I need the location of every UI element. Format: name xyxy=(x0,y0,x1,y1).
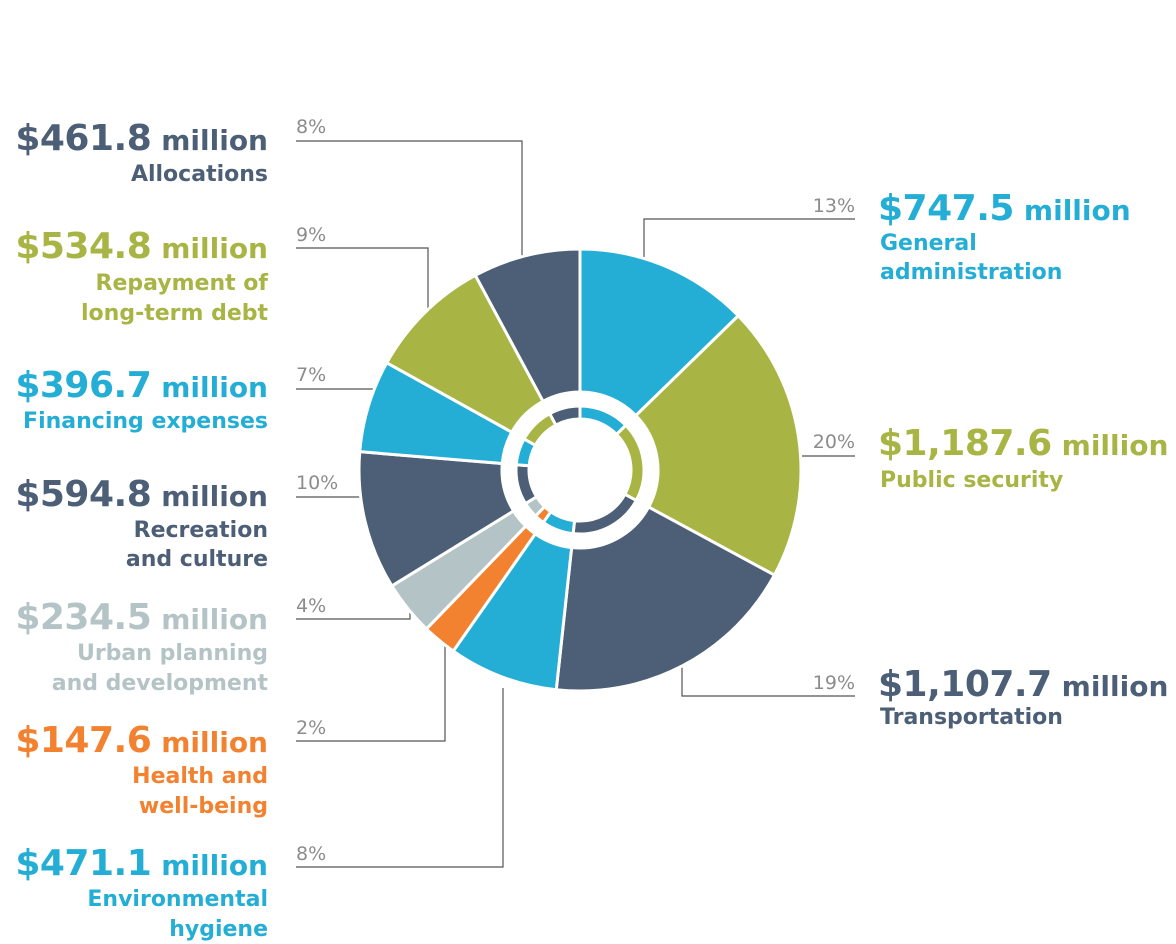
category-label-general-administration: General xyxy=(880,231,977,256)
amount-label-allocations: $461.8 million xyxy=(15,118,268,159)
category-label-environmental-hygiene: hygiene xyxy=(169,917,268,942)
amount-label-financing-expenses: $396.7 million xyxy=(15,365,268,406)
category-label-public-security: Public security xyxy=(880,468,1063,493)
category-label-transportation: Transportation xyxy=(880,705,1063,730)
amount-label-repayment-of-long-term-debt: $534.8 million xyxy=(15,226,268,267)
pct-label-health-and-well-being: 2% xyxy=(296,717,326,739)
pct-label-allocations: 8% xyxy=(296,116,326,138)
pct-label-general-administration: 13% xyxy=(813,195,855,217)
pct-label-transportation: 19% xyxy=(813,672,855,694)
slice-recreation-and-culture xyxy=(357,450,516,588)
slice-general-administration xyxy=(578,247,741,418)
amount-label-public-security: $1,187.6 million xyxy=(878,423,1168,464)
pct-label-environmental-hygiene: 8% xyxy=(296,843,326,865)
category-label-recreation-and-culture: and culture xyxy=(126,547,268,572)
category-label-health-and-well-being: Health and xyxy=(132,764,268,789)
amount-label-urban-planning-and-development: $234.5 million xyxy=(15,597,268,638)
leader-line-environmental-hygiene xyxy=(296,688,504,868)
amount-label-environmental-hygiene: $471.1 million xyxy=(15,843,268,884)
slice-allocations xyxy=(473,247,582,404)
amount-label-transportation: $1,107.7 million xyxy=(878,664,1168,705)
category-label-health-and-well-being: well-being xyxy=(139,794,268,819)
slice-transportation xyxy=(554,505,777,693)
leader-line-transportation xyxy=(681,655,855,697)
category-label-general-administration: administration xyxy=(880,260,1062,285)
amount-label-general-administration: $747.5 million xyxy=(878,188,1131,229)
category-label-repayment-of-long-term-debt: Repayment of xyxy=(96,271,269,296)
pct-label-urban-planning-and-development: 4% xyxy=(296,595,326,617)
donut-hole xyxy=(529,419,631,521)
category-label-recreation-and-culture: Recreation xyxy=(134,518,268,543)
leader-line-repayment-of-long-term-debt xyxy=(296,247,429,322)
donut-slices xyxy=(357,247,803,693)
leader-line-general-administration xyxy=(643,218,855,268)
slice-public-security xyxy=(633,313,803,578)
category-label-urban-planning-and-development: Urban planning xyxy=(77,641,268,666)
pct-label-public-security: 20% xyxy=(813,431,855,453)
leader-line-health-and-well-being xyxy=(296,640,446,742)
category-label-financing-expenses: Financing expenses xyxy=(23,409,268,434)
category-label-repayment-of-long-term-debt: long-term debt xyxy=(81,301,268,326)
category-label-allocations: Allocations xyxy=(131,162,268,187)
category-label-urban-planning-and-development: and development xyxy=(52,671,269,696)
pct-label-recreation-and-culture: 10% xyxy=(296,472,338,494)
pct-label-repayment-of-long-term-debt: 9% xyxy=(296,224,326,246)
leader-lines xyxy=(296,140,855,868)
category-label-environmental-hygiene: Environmental xyxy=(87,887,268,912)
leader-line-allocations xyxy=(296,140,523,265)
amount-label-recreation-and-culture: $594.8 million xyxy=(15,474,268,515)
inner-ring xyxy=(514,404,646,536)
amount-label-health-and-well-being: $147.6 million xyxy=(15,720,268,761)
pct-label-financing-expenses: 7% xyxy=(296,364,326,386)
